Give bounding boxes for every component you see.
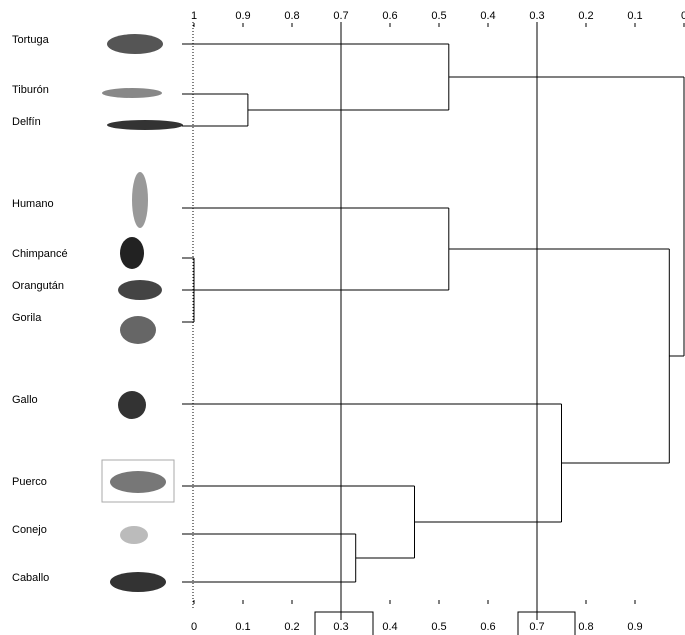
top-tick-label: 1 [191, 10, 197, 22]
rabbit-icon [120, 526, 148, 544]
bottom-tick-label: 0.2 [284, 621, 299, 633]
top-tick-label: 0.7 [333, 10, 348, 22]
top-tick-label: 0.9 [235, 10, 250, 22]
top-tick-label: 0.4 [480, 10, 495, 22]
leaf-label: Puerco [12, 476, 47, 488]
dolphin-icon [107, 120, 183, 130]
leaf-label: Tortuga [12, 34, 50, 46]
human-icon [132, 172, 148, 228]
pig-icon [110, 471, 166, 493]
bottom-tick-label: 0 [191, 621, 197, 633]
gorilla-icon [120, 316, 156, 344]
bottom-tick-label: 0.3 [333, 621, 348, 633]
leaf-label: Gallo [12, 394, 38, 406]
leaf-label: Delfín [12, 116, 41, 128]
dendrogram: 1 0.9 0.8 0.7 0.6 0.5 0.4 0.3 0.2 0.1 0 0 0.1 0.2 0.3 0… [0, 0, 685, 635]
top-tick-label: 0.1 [627, 10, 642, 22]
highlight-box [518, 612, 575, 635]
icons [102, 34, 183, 592]
turtle-icon [107, 34, 163, 54]
bottom-tick-label: 0.6 [480, 621, 495, 633]
bottom-tick-label: 0.4 [382, 621, 397, 633]
leaf-label: Tiburón [12, 84, 49, 96]
top-tick-label: 0.3 [529, 10, 544, 22]
top-tick-label: 0.8 [284, 10, 299, 22]
top-tick-label: 0.6 [382, 10, 397, 22]
bottom-tick-label: 0.5 [431, 621, 446, 633]
top-tick-label: 0 [681, 10, 685, 22]
rooster-icon [118, 391, 146, 419]
leaf-label: Chimpancé [12, 248, 68, 260]
leaf-label: Humano [12, 198, 54, 210]
orangutan-icon [118, 280, 162, 300]
top-tick-label: 0.2 [578, 10, 593, 22]
leaf-label: Gorila [12, 312, 42, 324]
bottom-tick-label: 0.8 [578, 621, 593, 633]
shark-icon [102, 88, 162, 98]
leaf-label: Conejo [12, 524, 47, 536]
bottom-tick-label: 0.1 [235, 621, 250, 633]
leaf-label: Orangután [12, 280, 64, 292]
bottom-tick-label: 0.7 [529, 621, 544, 633]
chimp-icon [120, 237, 144, 269]
leaf-label: Caballo [12, 572, 49, 584]
bottom-tick-label: 0.9 [627, 621, 642, 633]
top-tick-label: 0.5 [431, 10, 446, 22]
horse-icon [110, 572, 166, 592]
